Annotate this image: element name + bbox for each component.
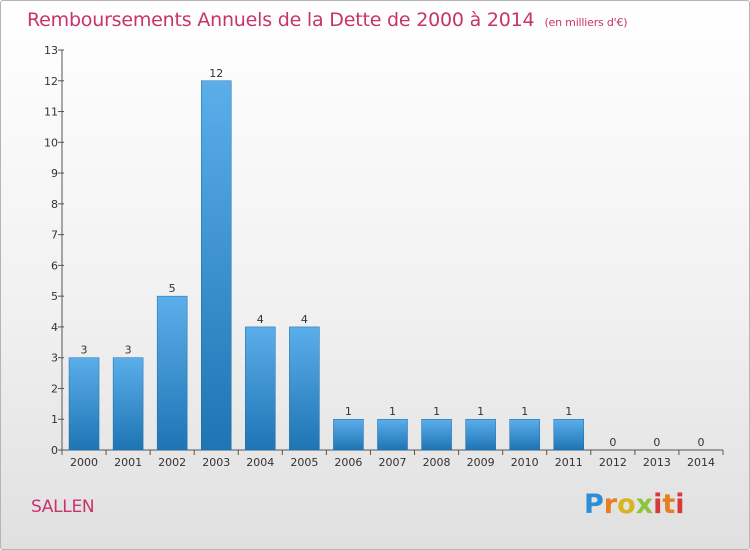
bar [245, 326, 276, 451]
x-tick-label: 2006 [334, 456, 362, 469]
y-tick-label: 1 [51, 413, 58, 426]
y-tick-label: 8 [51, 198, 58, 211]
bar [553, 418, 585, 451]
bar [156, 295, 188, 451]
bar [333, 418, 364, 451]
x-tick-label: 2012 [599, 456, 627, 469]
bars: 3 3 5 12 4 4 1 1 1 1 1 1 0 0 0 [68, 67, 704, 451]
bar-value-label: 1 [389, 405, 396, 418]
x-tick-label: 2008 [423, 456, 451, 469]
x-tick-label: 2001 [114, 456, 142, 469]
bar [289, 326, 320, 451]
y-tick-label: 11 [44, 106, 58, 119]
bar [112, 357, 144, 451]
proxiti-logo: Proxiti [584, 489, 685, 520]
logo-letter: i [675, 489, 685, 520]
x-tick-label: 2011 [555, 456, 583, 469]
x-tick-label: 2005 [290, 456, 318, 469]
x-tick-label: 2007 [379, 456, 407, 469]
bar-value-label: 0 [609, 436, 616, 449]
y-tick-label: 3 [51, 352, 58, 365]
y-tick-label: 7 [51, 229, 58, 242]
logo-letter: o [617, 489, 636, 520]
bar-value-label: 1 [521, 405, 528, 418]
bar-value-label: 0 [653, 436, 660, 449]
city-name: SALLEN [31, 497, 95, 517]
chart-title: Remboursements Annuels de la Dette de 20… [27, 9, 628, 31]
bar-value-label: 1 [433, 405, 440, 418]
bar [200, 80, 232, 451]
logo-letter: i [653, 489, 663, 520]
bar-value-label: 5 [169, 282, 176, 295]
y-tick-label: 2 [51, 382, 58, 395]
x-tick-label: 2013 [643, 456, 671, 469]
y-tick-label: 6 [51, 259, 58, 272]
chart-title-text: Remboursements Annuels de la Dette de 20… [27, 9, 535, 31]
bar-value-label: 4 [257, 313, 264, 326]
bar [421, 418, 452, 451]
logo-letter: x [635, 489, 654, 520]
y-tick-label: 13 [44, 44, 58, 57]
bar-value-label: 12 [209, 67, 223, 80]
bar-value-label: 3 [81, 344, 88, 357]
y-tick-label: 9 [51, 167, 58, 180]
bar-value-label: 1 [477, 405, 484, 418]
x-tick-label: 2002 [158, 456, 186, 469]
y-tick-label: 0 [51, 444, 58, 457]
bar-value-label: 0 [697, 436, 704, 449]
bar [465, 418, 496, 451]
x-tick-label: 2003 [202, 456, 230, 469]
x-tick-label: 2014 [687, 456, 715, 469]
bar-value-label: 1 [345, 405, 352, 418]
x-tick-label: 2000 [70, 456, 98, 469]
y-tick-label: 4 [51, 321, 58, 334]
x-tick-label: 2009 [467, 456, 495, 469]
y-tick-label: 5 [51, 290, 58, 303]
logo-letter: t [662, 489, 676, 520]
x-tick-label: 2004 [246, 456, 274, 469]
bar-value-label: 1 [565, 405, 572, 418]
bar [68, 357, 100, 451]
y-tick-label: 12 [44, 75, 58, 88]
y-tick-label: 10 [44, 136, 58, 149]
logo-letter: P [584, 489, 604, 520]
logo-letter: r [603, 489, 618, 520]
x-tick-label: 2010 [511, 456, 539, 469]
bar-value-label: 3 [125, 344, 132, 357]
bar-value-label: 4 [301, 313, 308, 326]
bar [509, 418, 540, 451]
bar [377, 418, 408, 451]
chart-unit: (en milliers d'€) [544, 16, 628, 29]
